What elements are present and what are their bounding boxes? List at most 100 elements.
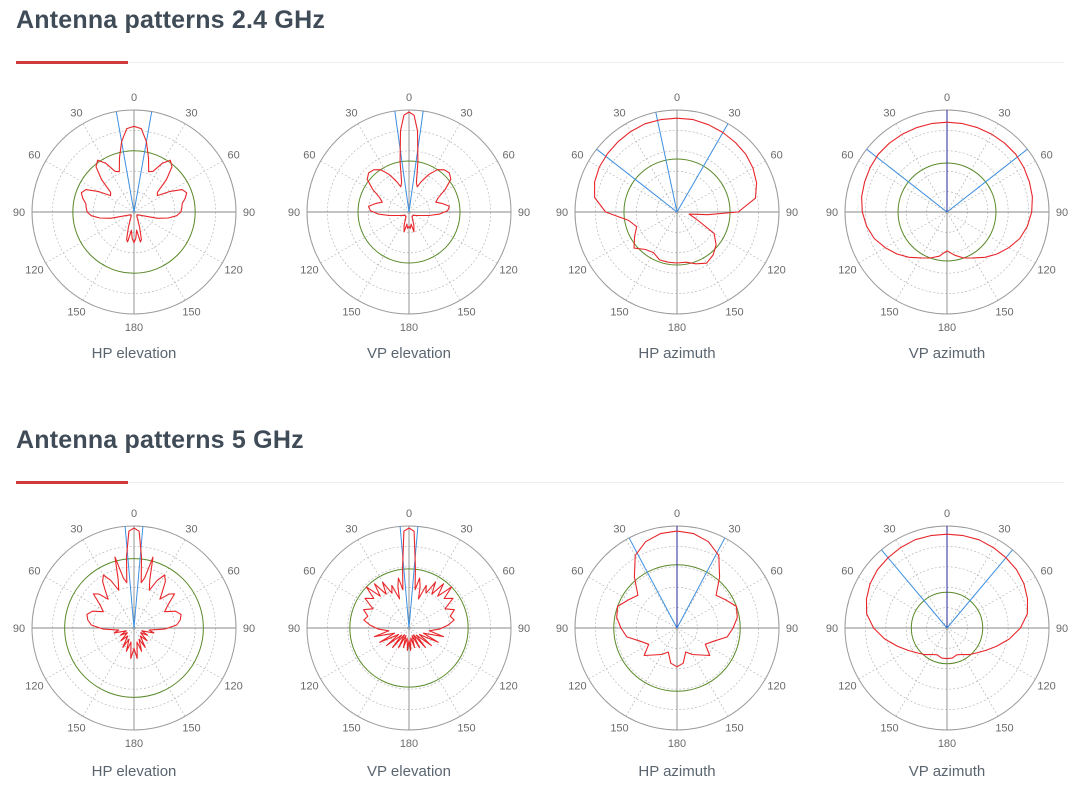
angle-label: 120 — [767, 265, 785, 277]
grid-spoke — [625, 211, 678, 301]
beam-line — [408, 110, 424, 213]
angle-label: 150 — [342, 307, 360, 319]
grid-spoke — [133, 123, 186, 213]
pattern-curve — [80, 125, 188, 244]
angle-label: 180 — [400, 738, 418, 750]
beam-line — [946, 549, 1013, 629]
angle-label: 60 — [502, 150, 514, 162]
angle-label: 120 — [300, 681, 318, 693]
angle-label: 180 — [938, 738, 956, 750]
angle-label: 150 — [995, 723, 1013, 735]
grid-spoke — [946, 211, 1036, 264]
angle-label: 90 — [786, 623, 798, 635]
chart-caption: VP elevation — [367, 763, 451, 780]
angle-label: 120 — [1037, 681, 1055, 693]
grid-spoke — [45, 160, 135, 213]
angle-label: 0 — [674, 508, 680, 520]
angle-label: 150 — [880, 723, 898, 735]
angle-label: 90 — [1056, 207, 1068, 219]
beam-line — [133, 111, 153, 213]
angle-label: 30 — [70, 523, 82, 535]
angle-label: 120 — [300, 265, 318, 277]
polar-chart: 0 30 60 90 120 150 180 150 120 90 60 30 — [556, 92, 798, 334]
grid-spoke — [133, 539, 186, 629]
angle-label: 150 — [725, 307, 743, 319]
reference-circle — [623, 158, 731, 266]
chart-caption: HP azimuth — [638, 763, 716, 780]
angle-label: 90 — [826, 207, 838, 219]
angle-label: 30 — [613, 523, 625, 535]
grid-spoke — [82, 627, 135, 717]
grid-spoke — [946, 211, 999, 301]
section-title: Antenna patterns 2.4 GHz — [16, 6, 326, 34]
angle-label: 150 — [880, 307, 898, 319]
grid-spoke — [588, 160, 678, 213]
angle-label: 90 — [518, 207, 530, 219]
angle-label: 30 — [998, 523, 1010, 535]
grid-spoke — [625, 627, 678, 717]
grid-spoke — [357, 539, 410, 629]
chart-caption: HP azimuth — [638, 345, 716, 362]
angle-label: 180 — [668, 322, 686, 334]
angle-label: 150 — [182, 307, 200, 319]
grid-spoke — [676, 576, 766, 629]
grid-spoke — [320, 576, 410, 629]
beam-line — [133, 526, 144, 629]
angle-label: 120 — [25, 681, 43, 693]
angle-label: 30 — [728, 107, 740, 119]
angle-label: 120 — [568, 681, 586, 693]
angle-label: 60 — [571, 150, 583, 162]
grid-spoke — [408, 211, 461, 301]
angle-label: 0 — [406, 92, 412, 104]
grid-spoke — [408, 160, 498, 213]
angle-label: 90 — [243, 207, 255, 219]
grid-spoke — [133, 576, 223, 629]
grid-spoke — [625, 539, 678, 629]
grid-spoke — [858, 627, 948, 680]
angle-label: 180 — [400, 322, 418, 334]
chart-caption: VP elevation — [367, 345, 451, 362]
grid-spoke — [676, 627, 729, 717]
angle-label: 0 — [944, 92, 950, 104]
angle-label: 150 — [457, 307, 475, 319]
angle-label: 150 — [995, 307, 1013, 319]
beam-line — [946, 148, 1028, 213]
angle-label: 60 — [571, 566, 583, 578]
grid-spoke — [895, 539, 948, 629]
pattern-curve — [366, 111, 452, 233]
reference-circle — [72, 150, 196, 274]
angle-label: 90 — [518, 623, 530, 635]
pattern-curve — [616, 530, 738, 668]
grid-spoke — [133, 211, 223, 264]
angle-label: 0 — [674, 92, 680, 104]
angle-label: 30 — [883, 523, 895, 535]
grid-spoke — [82, 123, 135, 213]
angle-label: 60 — [770, 566, 782, 578]
angle-label: 180 — [125, 322, 143, 334]
grid-spoke — [320, 211, 410, 264]
grid-spoke — [588, 211, 678, 264]
grid-spoke — [946, 123, 999, 213]
angle-label: 120 — [499, 265, 517, 277]
angle-label: 180 — [125, 738, 143, 750]
grid-spoke — [858, 160, 948, 213]
grid-spoke — [946, 627, 1036, 680]
angle-label: 90 — [556, 623, 568, 635]
angle-label: 150 — [182, 723, 200, 735]
angle-label: 30 — [460, 523, 472, 535]
angle-label: 150 — [457, 723, 475, 735]
beam-line — [655, 112, 678, 213]
grid-spoke — [408, 211, 498, 264]
grid-spoke — [858, 576, 948, 629]
angle-label: 120 — [568, 265, 586, 277]
angle-label: 60 — [303, 566, 315, 578]
polar-chart: 0 30 60 90 120 150 180 150 120 90 60 30 — [13, 508, 255, 750]
reference-circle — [349, 568, 469, 688]
angle-label: 120 — [767, 681, 785, 693]
angle-label: 120 — [499, 681, 517, 693]
grid-spoke — [320, 160, 410, 213]
angle-label: 0 — [131, 508, 137, 520]
grid-spoke — [82, 211, 135, 301]
grid-spoke — [133, 211, 186, 301]
beam-line — [676, 537, 726, 629]
